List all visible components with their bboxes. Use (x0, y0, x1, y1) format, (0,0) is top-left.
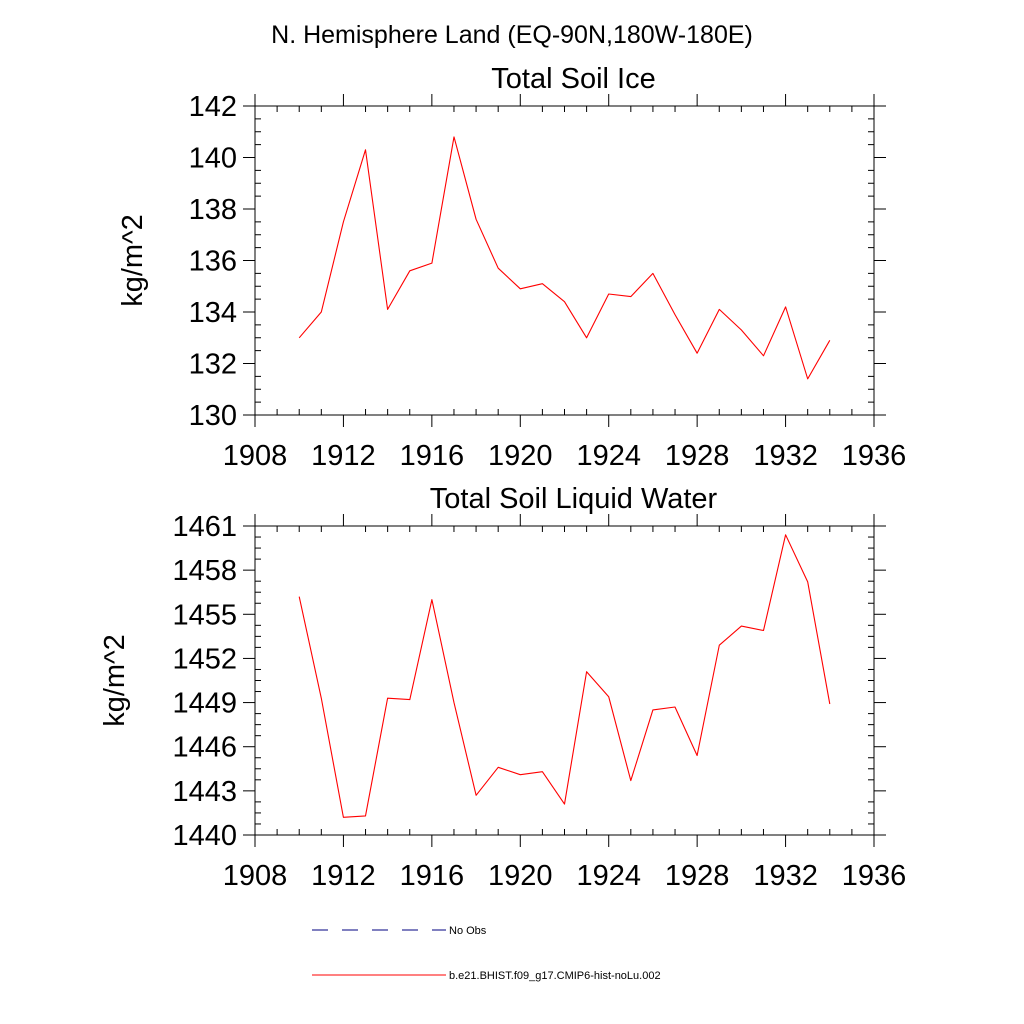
legend-label: No Obs (449, 925, 487, 937)
y-tick-label: 1452 (172, 643, 237, 675)
y-tick-label: 138 (189, 194, 237, 226)
y-axis-label: kg/m^2 (99, 634, 131, 727)
y-tick-label: 1443 (172, 776, 237, 808)
x-tick-label: 1916 (400, 440, 465, 472)
x-tick-label: 1924 (576, 860, 641, 892)
y-tick-label: 1449 (172, 688, 237, 720)
x-tick-label: 1920 (488, 440, 553, 472)
plot-frame (254, 105, 875, 416)
y-tick-label: 130 (189, 400, 237, 432)
legend-item: No Obs (312, 925, 487, 937)
y-tick-label: 140 (189, 143, 237, 175)
y-tick-label: 1455 (172, 599, 237, 631)
x-tick-label: 1936 (842, 860, 907, 892)
x-tick-label: 1908 (223, 860, 288, 892)
y-tick-label: 134 (189, 297, 237, 329)
series-line (298, 136, 831, 380)
x-tick-label: 1932 (753, 440, 818, 472)
x-tick-label: 1920 (488, 860, 553, 892)
y-axis-label: kg/m^2 (117, 214, 149, 307)
y-tick-label: 132 (189, 349, 237, 381)
x-tick-label: 1928 (665, 860, 730, 892)
y-tick-label: 136 (189, 246, 237, 278)
chart-title: Total Soil Liquid Water (430, 483, 718, 515)
legend-item: b.e21.BHIST.f09_g17.CMIP6-hist-noLu.002 (312, 970, 661, 982)
y-tick-label: 1461 (172, 511, 237, 543)
series-line (298, 534, 831, 818)
y-tick-label: 1458 (172, 555, 237, 587)
x-tick-label: 1912 (311, 860, 376, 892)
x-tick-label: 1928 (665, 440, 730, 472)
y-tick-label: 142 (189, 91, 237, 123)
x-tick-label: 1932 (753, 860, 818, 892)
x-tick-label: 1916 (400, 860, 465, 892)
legend-label: b.e21.BHIST.f09_g17.CMIP6-hist-noLu.002 (449, 970, 661, 982)
y-tick-label: 1440 (172, 820, 237, 852)
page-title: N. Hemisphere Land (EQ-90N,180W-180E) (271, 21, 753, 49)
y-tick-label: 1446 (172, 732, 237, 764)
x-tick-label: 1912 (311, 440, 376, 472)
x-tick-label: 1936 (842, 440, 907, 472)
chart-panel-2: Total Soil Liquid Water 1908 1912 1916 1920 1… (99, 483, 906, 892)
x-tick-label: 1924 (576, 440, 641, 472)
chart-panel-1: Total Soil Ice 1908 1912 1916 1920 1924 1928 19… (117, 63, 906, 472)
x-tick-label: 1908 (223, 440, 288, 472)
plot-frame (254, 525, 875, 836)
chart-title: Total Soil Ice (491, 63, 655, 95)
